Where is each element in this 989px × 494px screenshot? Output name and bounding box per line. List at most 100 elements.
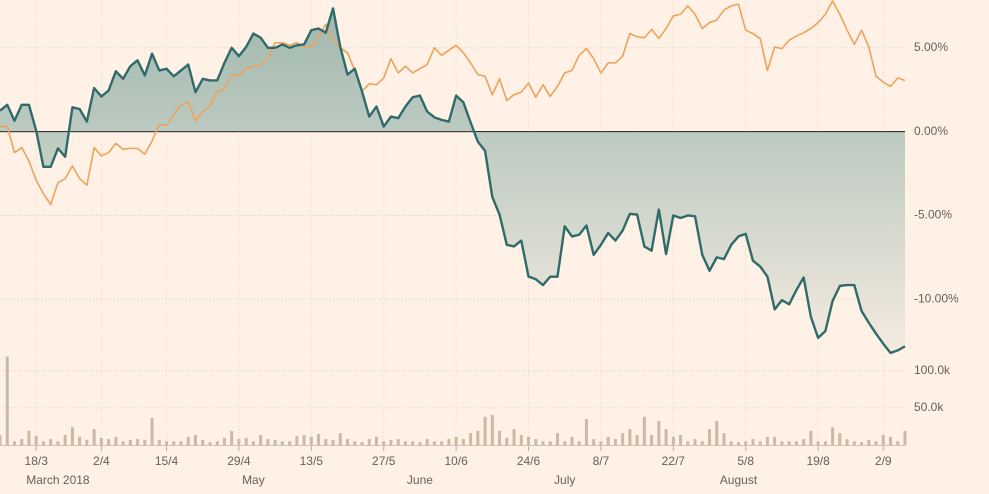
x-tick-label: 5/8 [737, 454, 754, 468]
volume-bar [49, 439, 53, 445]
y-tick-label: 0.00% [914, 124, 948, 138]
volume-bar [809, 430, 813, 445]
volume-bar [773, 436, 777, 445]
volume-bar [461, 439, 465, 445]
volume-bar [469, 433, 473, 445]
volume-bar [273, 439, 277, 445]
volume-bar [114, 436, 118, 445]
volume-bar [382, 441, 386, 445]
volume-bar [266, 439, 270, 445]
volume-bar [107, 439, 111, 445]
volume-bar [56, 441, 60, 445]
volume-bar [454, 436, 458, 445]
volume-bar [295, 436, 299, 445]
volume-bar [498, 430, 502, 445]
volume-bar [903, 430, 907, 445]
volume-bar [867, 439, 871, 445]
volume-bar [172, 441, 176, 445]
volume-bar [447, 439, 451, 445]
volume-bar [99, 437, 103, 445]
volume-bar [751, 439, 755, 445]
volume-bar [251, 441, 255, 445]
y-tick-label: -10.00% [914, 291, 959, 305]
volume-bar [787, 441, 791, 445]
volume-bar [12, 441, 16, 445]
volume-bar [635, 434, 639, 445]
volume-bar [208, 442, 212, 445]
volume-bar [85, 439, 89, 445]
volume-bar [881, 434, 885, 445]
volume-bar [816, 441, 820, 445]
volume-bar [765, 436, 769, 445]
month-label: August [720, 473, 758, 487]
volume-bar [621, 433, 625, 445]
volume-bar [353, 441, 357, 445]
volume-bar [671, 436, 675, 445]
series-line [0, 7, 906, 355]
x-tick-label: 24/6 [517, 454, 541, 468]
month-label: July [554, 473, 575, 487]
volume-bar [186, 436, 190, 445]
volume-bar [758, 441, 762, 445]
volume-bar [396, 439, 400, 445]
volume-bar [650, 434, 654, 445]
volume-bar [403, 441, 407, 445]
volume-bar [845, 439, 849, 445]
volume-bar [309, 436, 313, 445]
volume-bar [193, 434, 197, 445]
volume-bar [736, 442, 740, 445]
volume-bar [889, 436, 893, 445]
volume-bar [577, 441, 581, 445]
volume-bar [519, 434, 523, 445]
x-tick-label: 19/8 [806, 454, 830, 468]
volume-bar [230, 430, 234, 445]
volume-bar [360, 442, 364, 445]
volume-bar [5, 356, 9, 445]
volume-bar [592, 439, 596, 445]
x-tick-label: 18/3 [25, 454, 49, 468]
x-tick-label: 2/4 [93, 454, 110, 468]
volume-bar [244, 437, 248, 445]
volume-bar [490, 414, 494, 445]
x-tick-label: 13/5 [300, 454, 324, 468]
volume-bar [201, 439, 205, 445]
volume-bar [729, 441, 733, 445]
volume-bar [20, 439, 24, 445]
month-label: March 2018 [26, 473, 90, 487]
volume-bar [215, 441, 219, 445]
volume-bar [534, 439, 538, 445]
volume-bar [483, 416, 487, 445]
volume-bar [548, 441, 552, 445]
volume-bar [280, 441, 284, 445]
volume-bar [831, 427, 835, 445]
volume-bar [346, 439, 350, 445]
volume-bar [317, 433, 321, 445]
volume-bar [324, 439, 328, 445]
volume-bar [874, 441, 878, 445]
volume-tick-label: 100.0k [914, 363, 951, 377]
volume-bar [157, 439, 161, 445]
volume-bar [331, 439, 335, 445]
y-tick-label: -5.00% [914, 208, 952, 222]
volume-bar [584, 419, 588, 445]
volume-bar [599, 441, 603, 445]
volume-bar [302, 434, 306, 445]
volume-bar [686, 441, 690, 445]
volume-bar [679, 434, 683, 445]
volume-bar [374, 436, 378, 445]
volume-bar [715, 420, 719, 445]
volume-bar [237, 439, 241, 445]
x-tick-label: 29/4 [227, 454, 251, 468]
volume-bar [165, 441, 169, 445]
volume-bar [128, 439, 132, 445]
volume-bar [179, 441, 183, 445]
volume-bar [476, 430, 480, 445]
month-label: June [407, 473, 433, 487]
volume-bar [143, 439, 147, 445]
x-tick-label: 22/7 [662, 454, 686, 468]
volume-bar [896, 441, 900, 445]
volume-bar [288, 441, 292, 445]
volume-bar [570, 436, 574, 445]
volume-bar [78, 436, 82, 445]
